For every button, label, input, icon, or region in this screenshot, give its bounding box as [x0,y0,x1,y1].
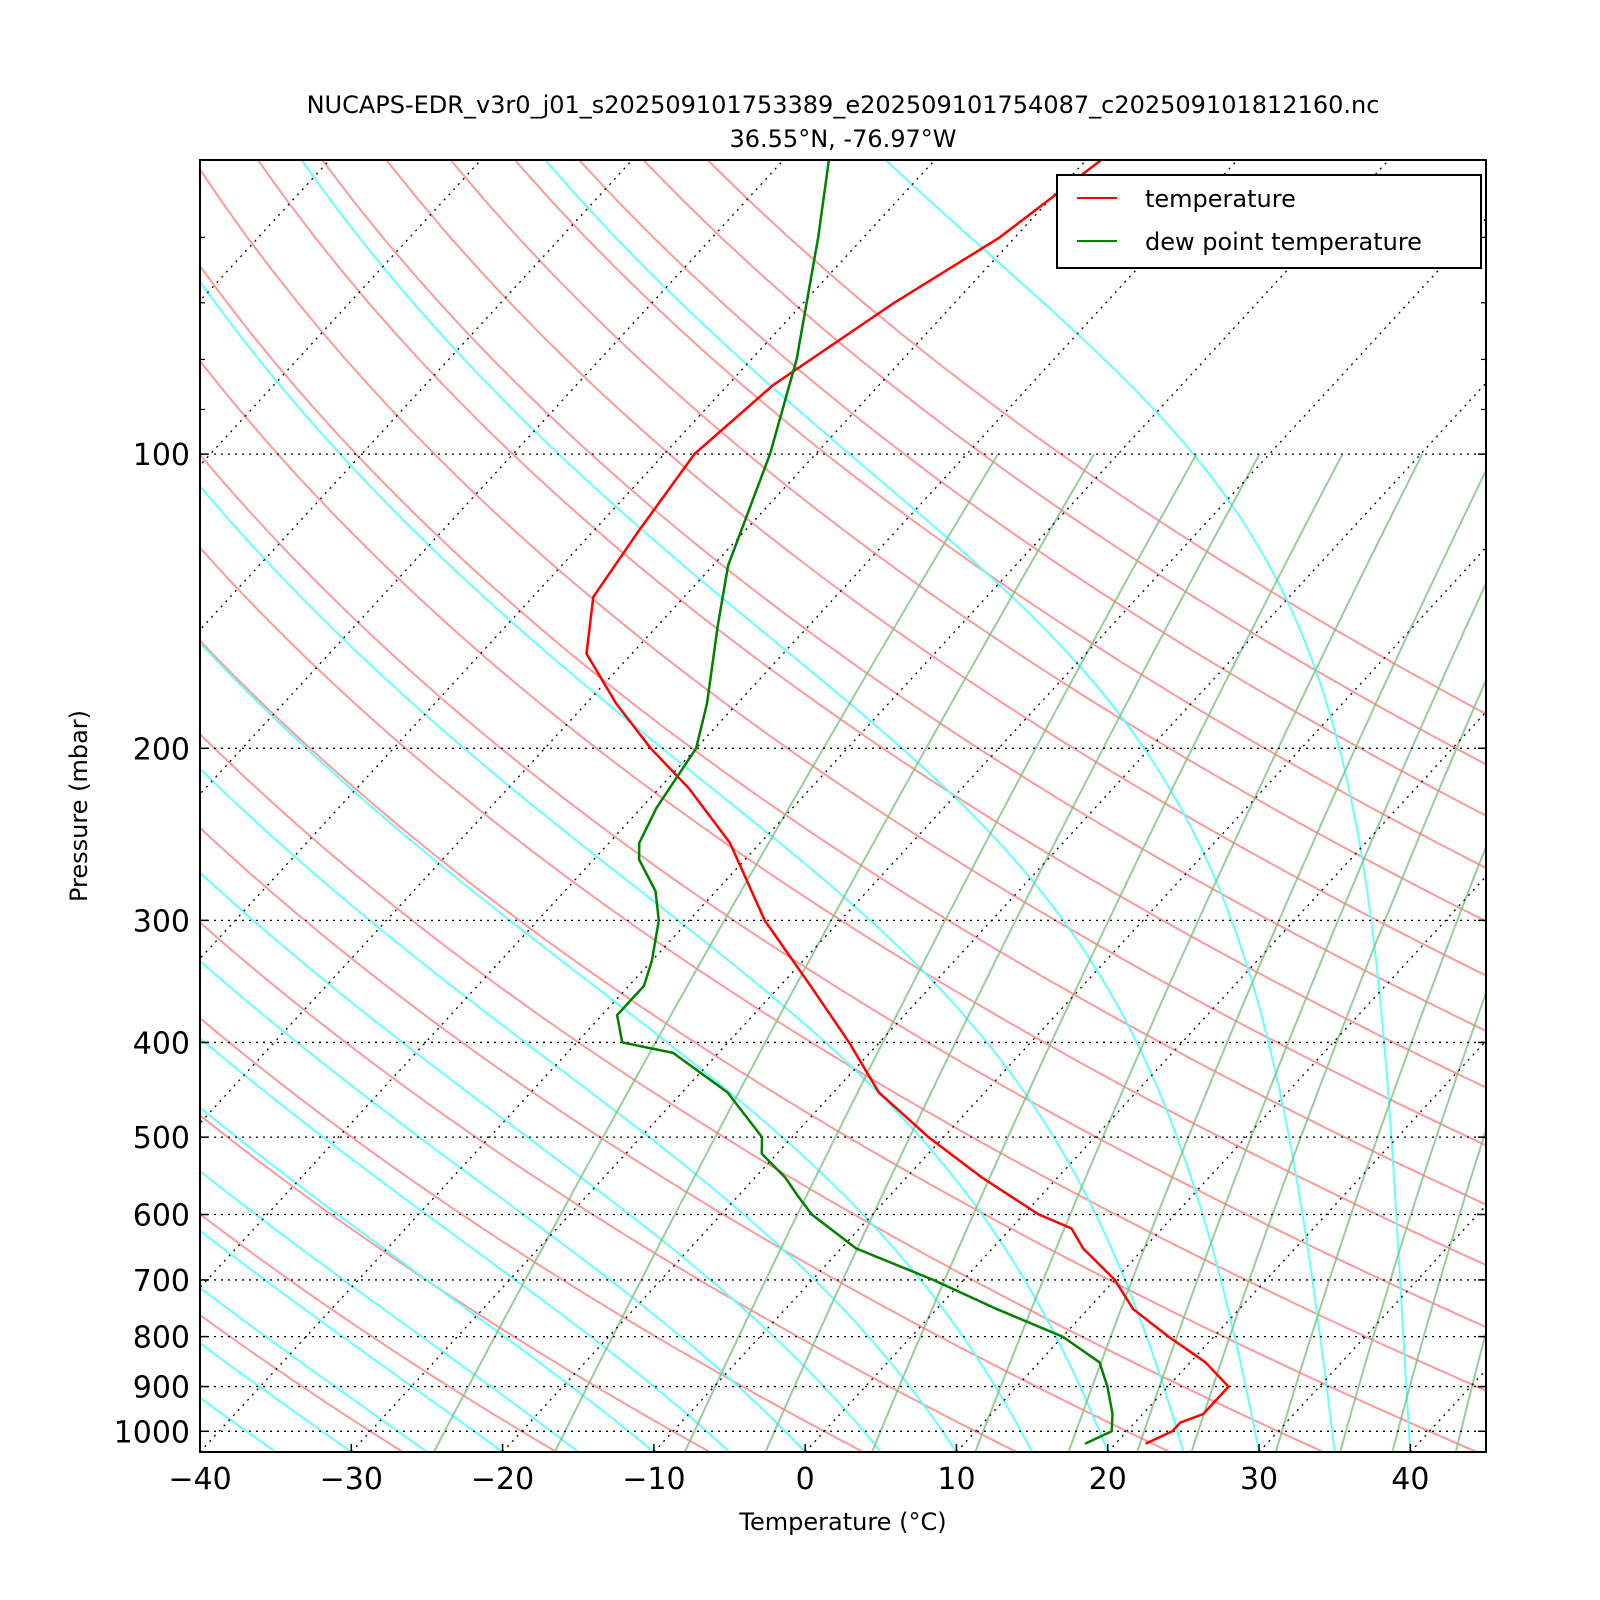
isotherm-gridline [200,160,784,796]
dry-adiabat [257,160,1486,1089]
isotherm-gridline [200,160,331,302]
dry-adiabat [642,160,1486,766]
mixing-ratio-line [1391,1126,1486,1452]
mixing-ratio-line [1067,468,1486,1452]
dry-adiabat [200,1212,557,1452]
legend: temperature dew point temperature [1056,174,1482,269]
y-tick-label: 1000 [114,1415,190,1450]
isotherm-gridline [200,160,1390,1452]
grid-lines [0,160,1600,1452]
legend-dewpoint-label: dew point temperature [1145,228,1422,256]
isotherm-gridline [0,160,27,1452]
moist-adiabat [200,1169,579,1452]
y-tick-label: 600 [133,1199,190,1234]
dry-adiabat [200,167,1486,1147]
isotherm-gridline [1562,160,1600,1452]
dry-adiabat [200,453,1486,1329]
isotherm-gridline [200,160,1087,1125]
moist-adiabat [200,1229,504,1452]
moist-adiabat [200,279,1185,1452]
isotherm-gridline [200,160,633,631]
y-axis-label: Pressure (mbar) [65,710,93,902]
y-tick-label: 500 [133,1121,190,1156]
dry-adiabat [321,160,1486,1033]
dry-adiabat [200,1114,711,1452]
dry-adiabat [200,639,1478,1452]
x-tick-label: 10 [937,1462,975,1497]
dry-adiabat [200,264,1486,1206]
y-tick-label: 100 [133,438,190,473]
mixing-ratio-line [1339,990,1486,1452]
chart-title: NUCAPS-EDR_v3r0_j01_s202509101753389_e20… [307,91,1380,119]
y-tick-label: 700 [133,1264,190,1299]
dry-adiabat [200,359,1486,1267]
x-tick-label: 40 [1391,1462,1429,1497]
moist-adiabat [200,1286,428,1452]
x-tick-label: 30 [1240,1462,1278,1497]
isotherm-gridline [1258,1204,1486,1452]
isotherm-gridline [1107,1039,1486,1452]
y-tick-label: 300 [133,904,190,939]
x-tick-label: −20 [471,1462,534,1497]
y-tick-label: 900 [133,1371,190,1406]
y-tick-label: 800 [133,1321,190,1356]
mixing-ratio-line [553,453,1095,1452]
dry-adiabat [200,732,1324,1452]
moist-adiabat [300,160,1261,1452]
mixing-ratio-line [683,453,1198,1452]
moist-adiabat [200,871,882,1452]
mixing-ratio-line [1136,580,1486,1452]
dry-adiabat [200,826,1171,1452]
mixing-ratio-line [433,453,999,1452]
background-lines [200,160,1486,1452]
mixing-ratio-line [764,453,1261,1452]
moist-adiabat [200,1037,731,1452]
moist-adiabat [885,160,1412,1452]
mixing-ratio-line [871,453,1344,1452]
dry-adiabat [578,160,1486,817]
x-tick-label: −40 [168,1462,231,1497]
temperature-line [585,160,1230,1445]
x-tick-label: 20 [1089,1462,1127,1497]
mixing-ratio-line [974,453,1424,1452]
moist-adiabat [200,1450,201,1452]
plot-frame [199,159,1487,1453]
isotherm-gridline [200,160,482,467]
x-tick-label: 0 [796,1462,815,1497]
isotherm-gridline [200,160,936,960]
dry-adiabat [200,921,1018,1452]
moist-adiabat [200,1106,655,1452]
y-tick-label: 400 [133,1026,190,1061]
dry-adiabat [200,546,1486,1392]
moist-adiabat [200,959,806,1452]
data-lines [585,160,1230,1445]
chart-subtitle: 36.55°N, -76.97°W [729,125,956,153]
dewpoint-line [615,160,1114,1445]
x-axis-label: Temperature (°C) [738,1508,946,1536]
x-tick-label: −30 [320,1462,383,1497]
x-tick-label: −10 [622,1462,685,1497]
mixing-ratio-line [1274,844,1486,1452]
dry-adiabat [514,160,1486,870]
moist-adiabat [200,767,958,1452]
y-tick-label: 200 [133,732,190,767]
moist-adiabat [200,1342,352,1452]
moist-adiabat [200,641,1033,1452]
isotherm-gridline [1409,1368,1486,1452]
mixing-ratio-line [1454,1328,1486,1452]
dry-adiabat [200,1313,404,1452]
legend-box [1056,174,1482,269]
moist-adiabat [544,160,1336,1452]
dry-adiabat [449,160,1486,923]
moist-adiabat [200,484,1109,1452]
legend-temperature-label: temperature [1145,185,1296,213]
isotherm-gridline [200,160,1238,1289]
mixing-ratio-line [1190,677,1486,1452]
dry-adiabat [385,160,1486,977]
